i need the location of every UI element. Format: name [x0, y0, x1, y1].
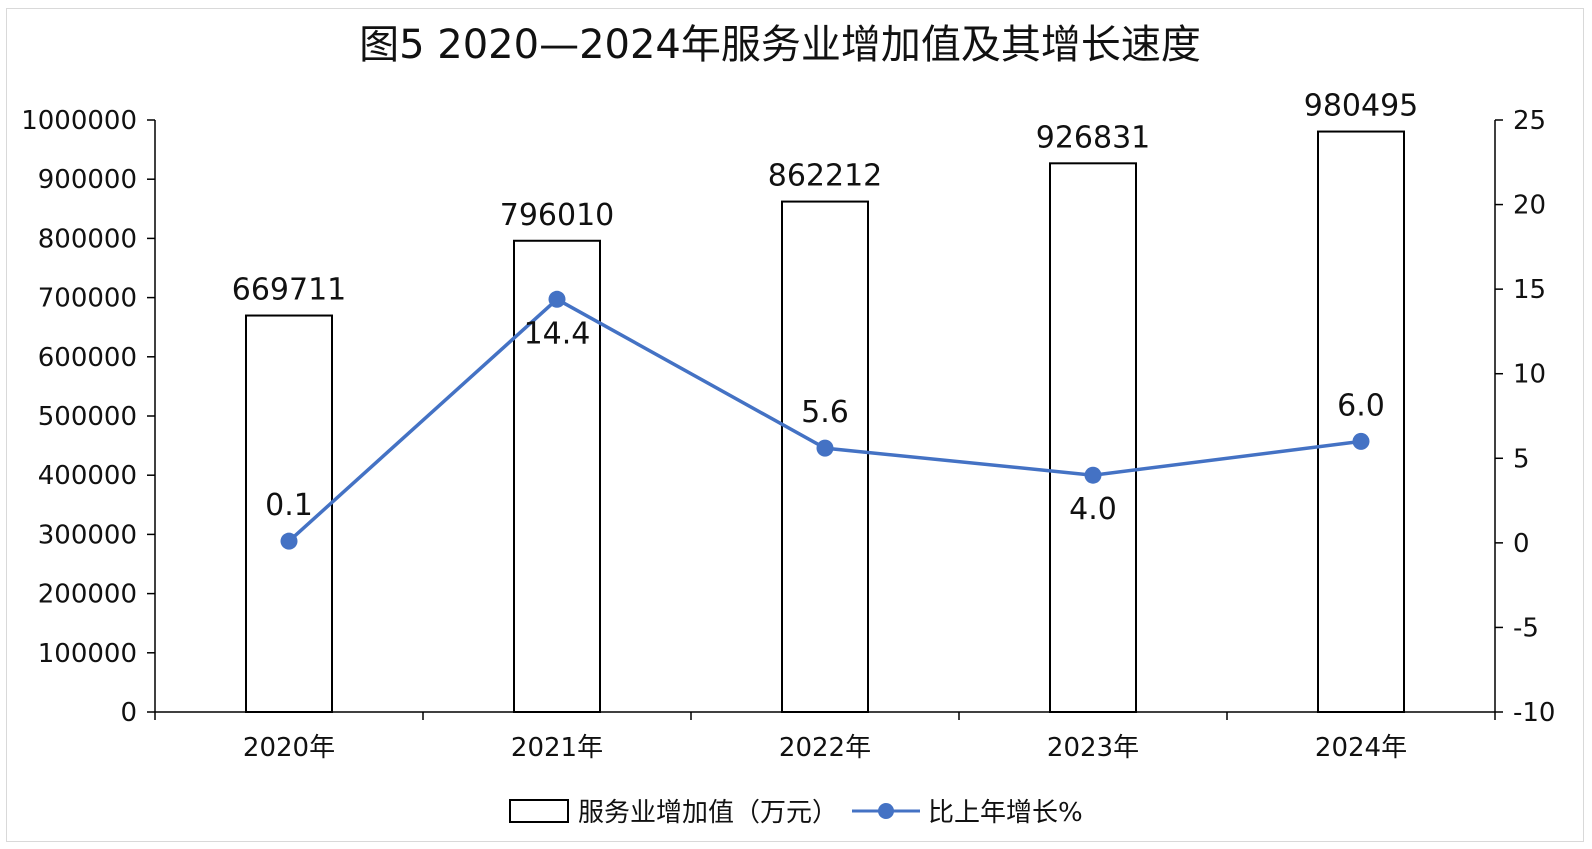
line-value-label: 6.0: [1337, 388, 1385, 423]
left-tick-label: 0: [120, 698, 137, 728]
left-tick-label: 300000: [38, 520, 137, 550]
legend: 服务业增加值（万元） 比上年增长%: [509, 798, 1083, 828]
left-tick-label: 900000: [38, 165, 137, 195]
x-tick-label: 2024年: [1315, 733, 1407, 763]
line-point: [816, 439, 834, 457]
x-tick-label: 2023年: [1047, 733, 1139, 763]
line-point: [280, 532, 298, 550]
line-point: [548, 290, 566, 308]
left-tick-label: 200000: [38, 580, 137, 610]
left-tick-label: 500000: [38, 402, 137, 432]
right-tick-label: 15: [1513, 275, 1546, 305]
bar-value-label: 980495: [1304, 89, 1419, 124]
x-tick-label: 2021年: [511, 733, 603, 763]
axes: 0 100000 200000 300000 400000 500000 600000 700…: [21, 106, 1555, 763]
left-tick-label: 800000: [38, 224, 137, 254]
bar: [781, 200, 869, 713]
right-tick-label: -5: [1513, 613, 1539, 643]
left-tick-label: 400000: [38, 461, 137, 491]
right-tick-label: 25: [1513, 106, 1546, 136]
x-tick-label: 2022年: [779, 733, 871, 763]
left-tick-label: 600000: [38, 343, 137, 373]
right-tick-label: 0: [1513, 529, 1530, 559]
chart-title: 图5 2020—2024年服务业增加值及其增长速度: [359, 22, 1201, 68]
left-tick-label: 700000: [38, 284, 137, 314]
right-tick-label: -10: [1513, 698, 1555, 728]
bar-value-label: 862212: [768, 159, 883, 194]
line-point: [1084, 466, 1102, 484]
line-value-label: 0.1: [265, 488, 313, 523]
left-tick-label: 100000: [38, 639, 137, 669]
legend-bar-swatch: [509, 799, 569, 823]
left-tick-label: 1000000: [21, 106, 137, 136]
bar-value-label: 796010: [500, 198, 615, 233]
line-value-label: 5.6: [801, 395, 849, 430]
bar: [1049, 162, 1137, 714]
x-tick-label: 2020年: [243, 733, 335, 763]
bar: [1317, 130, 1405, 714]
legend-line-marker: [878, 803, 894, 819]
right-tick-label: 10: [1513, 360, 1546, 390]
bar: [513, 239, 601, 713]
data-labels: 669711 796010 862212 926831 980495 0.1 14.4 5.6…: [232, 89, 1419, 528]
legend-line-label: 比上年增长%: [928, 798, 1083, 828]
line-value-label: 4.0: [1069, 492, 1117, 527]
line-point: [1352, 432, 1370, 450]
legend-bar-label: 服务业增加值（万元）: [578, 798, 838, 828]
line-series: [280, 290, 1370, 550]
bar-value-label: 926831: [1036, 120, 1151, 155]
line-value-label: 14.4: [524, 316, 591, 351]
right-tick-label: 5: [1513, 444, 1530, 474]
bar-value-label: 669711: [232, 273, 347, 308]
right-tick-label: 20: [1513, 191, 1546, 221]
